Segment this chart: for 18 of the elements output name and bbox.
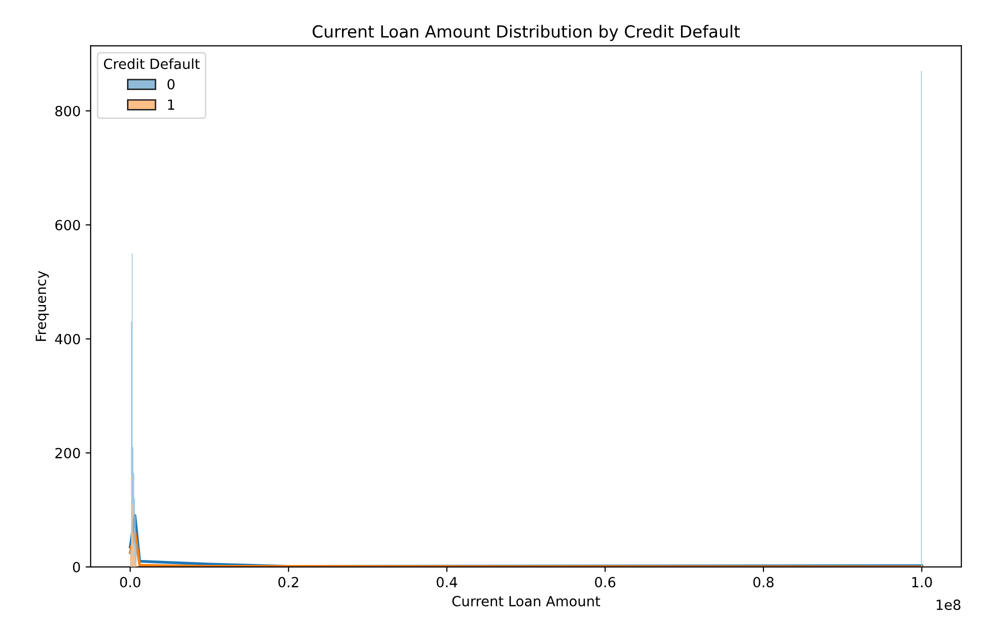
legend-label: 1 bbox=[168, 100, 174, 110]
x-tick-label: 0.6 bbox=[595, 576, 616, 588]
legend-label: 0 bbox=[168, 78, 175, 90]
x-tick-label: 0.8 bbox=[753, 576, 774, 588]
x-tick-label: 0.0 bbox=[120, 576, 140, 588]
x-axis-title: Current Loan Amount bbox=[452, 596, 600, 606]
chart-title: Current Loan Amount Distribution by Credit Default bbox=[312, 24, 740, 41]
y-tick-label: 400 bbox=[55, 334, 80, 344]
y-tick-label: 0 bbox=[72, 562, 80, 572]
x-tick-label: 0.2 bbox=[278, 576, 298, 588]
legend-title: Credit Default bbox=[104, 58, 200, 70]
x-tick-label: 1.0 bbox=[912, 576, 932, 588]
x-tick-label: 0.4 bbox=[436, 576, 458, 588]
y-tick-label: 200 bbox=[55, 448, 80, 458]
y-tick-label: 600 bbox=[55, 220, 80, 230]
y-axis-title: Frequency bbox=[36, 270, 49, 341]
text: 1e8 bbox=[936, 600, 960, 610]
y-tick-label: 800 bbox=[55, 106, 80, 116]
